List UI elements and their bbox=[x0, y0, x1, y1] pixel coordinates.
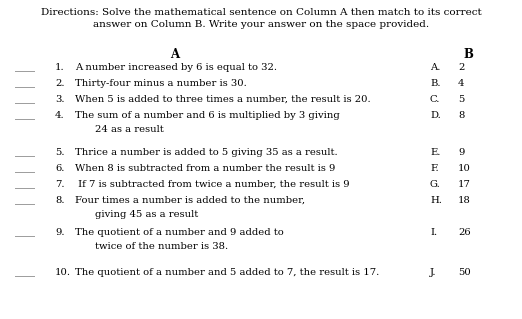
Text: D.: D. bbox=[430, 111, 441, 120]
Text: ____: ____ bbox=[15, 196, 35, 205]
Text: ____: ____ bbox=[15, 148, 35, 157]
Text: B.: B. bbox=[430, 79, 441, 88]
Text: 17: 17 bbox=[458, 180, 471, 189]
Text: The sum of a number and 6 is multiplied by 3 giving: The sum of a number and 6 is multiplied … bbox=[75, 111, 340, 120]
Text: 2: 2 bbox=[458, 63, 465, 72]
Text: 1.: 1. bbox=[55, 63, 65, 72]
Text: I.: I. bbox=[430, 228, 437, 237]
Text: Thirty-four minus a number is 30.: Thirty-four minus a number is 30. bbox=[75, 79, 247, 88]
Text: ____: ____ bbox=[15, 111, 35, 120]
Text: 24 as a result: 24 as a result bbox=[95, 125, 164, 134]
Text: ____: ____ bbox=[15, 79, 35, 88]
Text: C.: C. bbox=[430, 95, 441, 104]
Text: 4.: 4. bbox=[55, 111, 65, 120]
Text: 5: 5 bbox=[458, 95, 465, 104]
Text: A number increased by 6 is equal to 32.: A number increased by 6 is equal to 32. bbox=[75, 63, 277, 72]
Text: J.: J. bbox=[430, 268, 436, 277]
Text: ____: ____ bbox=[15, 268, 35, 277]
Text: 5.: 5. bbox=[55, 148, 65, 157]
Text: ____: ____ bbox=[15, 228, 35, 237]
Text: ____: ____ bbox=[15, 63, 35, 72]
Text: The quotient of a number and 9 added to: The quotient of a number and 9 added to bbox=[75, 228, 284, 237]
Text: The quotient of a number and 5 added to 7, the result is 17.: The quotient of a number and 5 added to … bbox=[75, 268, 379, 277]
Text: 9.: 9. bbox=[55, 228, 65, 237]
Text: 18: 18 bbox=[458, 196, 471, 205]
Text: twice of the number is 38.: twice of the number is 38. bbox=[95, 242, 228, 251]
Text: A: A bbox=[171, 48, 180, 61]
Text: If 7 is subtracted from twice a number, the result is 9: If 7 is subtracted from twice a number, … bbox=[75, 180, 350, 189]
Text: G.: G. bbox=[430, 180, 441, 189]
Text: B: B bbox=[463, 48, 473, 61]
Text: 9: 9 bbox=[458, 148, 465, 157]
Text: ____: ____ bbox=[15, 95, 35, 104]
Text: 3.: 3. bbox=[55, 95, 65, 104]
Text: Thrice a number is added to 5 giving 35 as a result.: Thrice a number is added to 5 giving 35 … bbox=[75, 148, 338, 157]
Text: When 8 is subtracted from a number the result is 9: When 8 is subtracted from a number the r… bbox=[75, 164, 335, 173]
Text: answer on Column B. Write your answer on the space provided.: answer on Column B. Write your answer on… bbox=[93, 20, 429, 29]
Text: giving 45 as a result: giving 45 as a result bbox=[95, 210, 198, 219]
Text: 10.: 10. bbox=[55, 268, 71, 277]
Text: Four times a number is added to the number,: Four times a number is added to the numb… bbox=[75, 196, 305, 205]
Text: ____: ____ bbox=[15, 164, 35, 173]
Text: When 5 is added to three times a number, the result is 20.: When 5 is added to three times a number,… bbox=[75, 95, 371, 104]
Text: 8: 8 bbox=[458, 111, 465, 120]
Text: 2.: 2. bbox=[55, 79, 65, 88]
Text: 10: 10 bbox=[458, 164, 471, 173]
Text: Directions: Solve the mathematical sentence on Column A then match to its correc: Directions: Solve the mathematical sente… bbox=[41, 8, 481, 17]
Text: H.: H. bbox=[430, 196, 442, 205]
Text: F.: F. bbox=[430, 164, 438, 173]
Text: ____: ____ bbox=[15, 180, 35, 189]
Text: 6.: 6. bbox=[55, 164, 64, 173]
Text: 7.: 7. bbox=[55, 180, 65, 189]
Text: E.: E. bbox=[430, 148, 441, 157]
Text: 50: 50 bbox=[458, 268, 471, 277]
Text: A.: A. bbox=[430, 63, 441, 72]
Text: 8.: 8. bbox=[55, 196, 65, 205]
Text: 26: 26 bbox=[458, 228, 471, 237]
Text: 4: 4 bbox=[458, 79, 465, 88]
